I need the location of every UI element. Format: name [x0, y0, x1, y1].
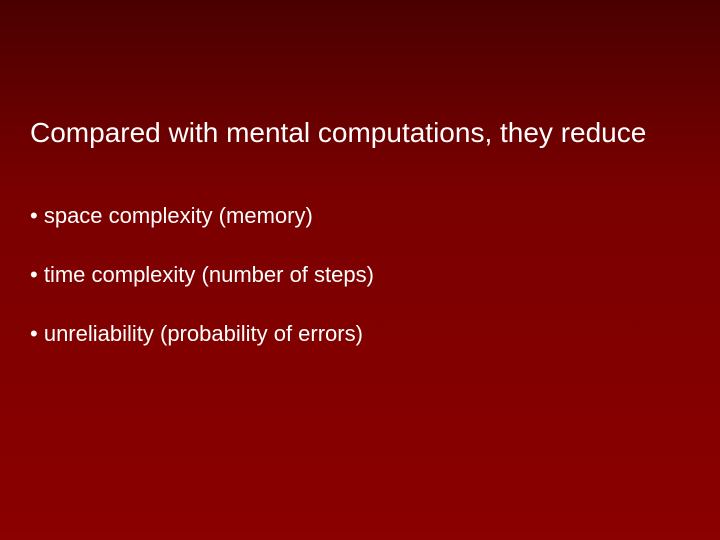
bullet-item: time complexity (number of steps): [30, 260, 690, 291]
bullet-list: space complexity (memory) time complexit…: [30, 201, 690, 349]
bullet-item: space complexity (memory): [30, 201, 690, 232]
slide-heading: Compared with mental computations, they …: [30, 115, 690, 151]
slide-content: Compared with mental computations, they …: [0, 0, 720, 408]
bullet-item: unreliability (probability of errors): [30, 319, 690, 350]
